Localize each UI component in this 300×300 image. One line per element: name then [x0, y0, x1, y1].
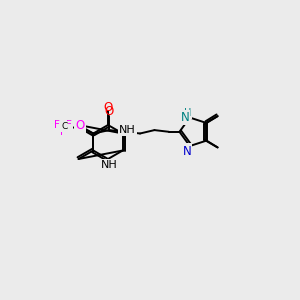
Text: NH: NH [119, 125, 136, 135]
Text: F: F [60, 127, 66, 137]
Text: O: O [105, 105, 114, 118]
Text: H: H [184, 108, 191, 118]
Text: O: O [103, 101, 112, 114]
Text: F: F [54, 120, 60, 130]
Text: N: N [182, 145, 191, 158]
Text: O: O [76, 119, 85, 132]
Text: N: N [180, 111, 189, 124]
Text: F: F [66, 120, 72, 130]
Text: NH: NH [100, 160, 117, 170]
Text: C: C [61, 122, 67, 131]
